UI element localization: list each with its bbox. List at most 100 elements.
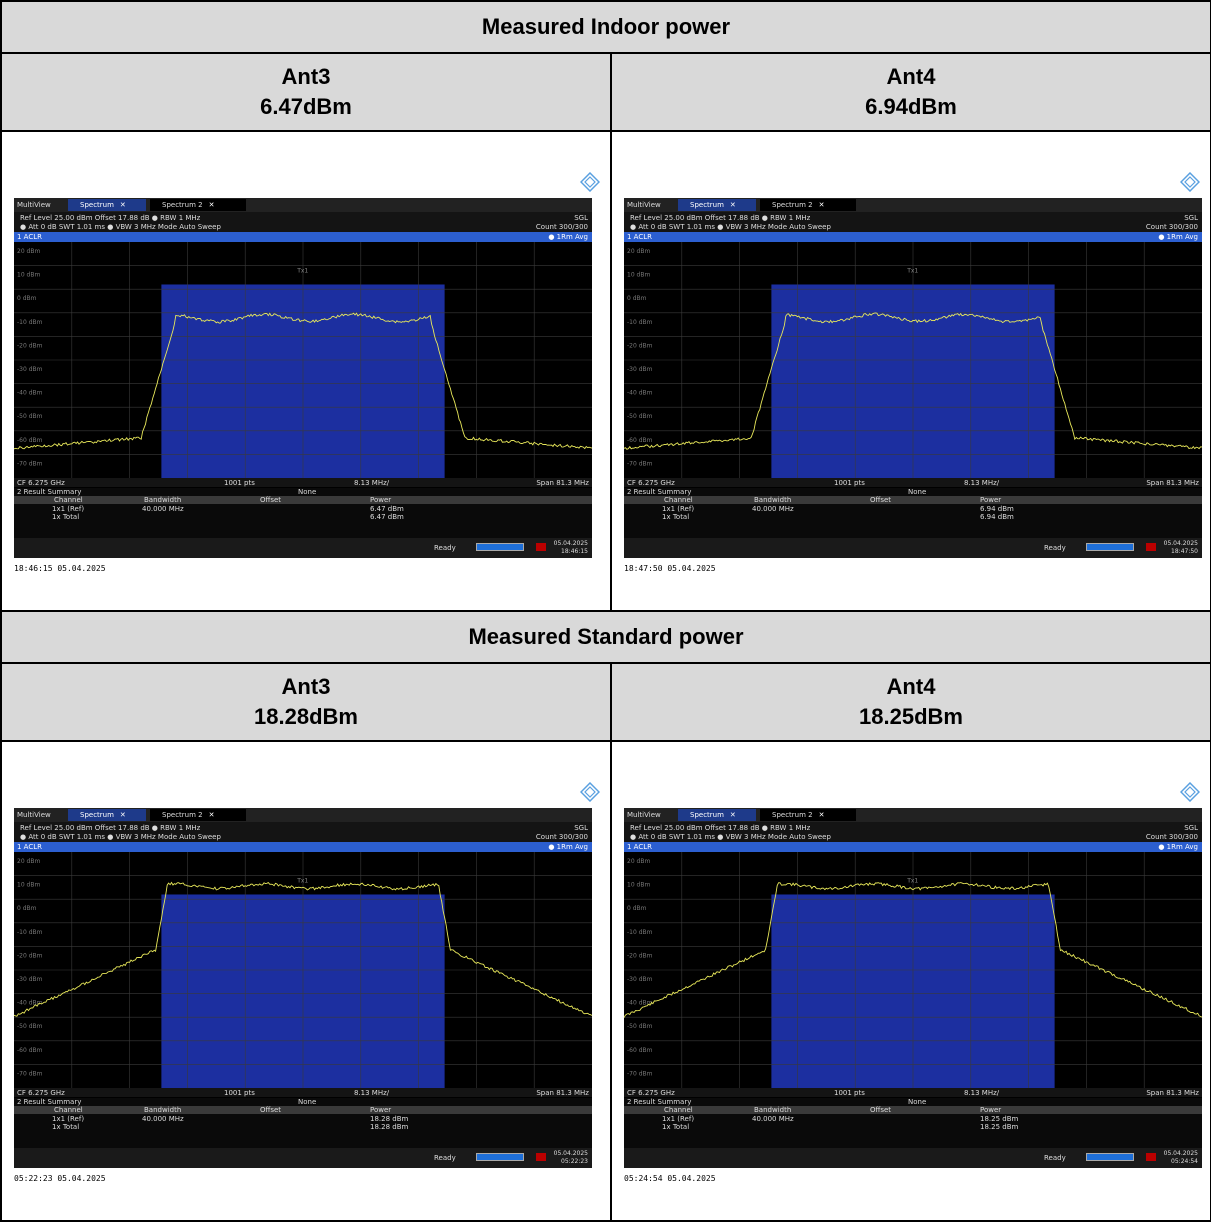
col-bandwidth: Bandwidth <box>754 496 792 504</box>
y-tick-label: -30 dBm <box>17 366 43 373</box>
analyzer-screenshot-cell: MultiView Spectrum ✕ Spectrum 2 ✕ Ref Leve… <box>610 740 1211 1222</box>
sgl-label: SGL <box>1184 824 1198 832</box>
close-icon[interactable]: ✕ <box>208 201 215 209</box>
close-icon[interactable]: ✕ <box>729 201 736 209</box>
points-label: 1001 pts <box>224 479 255 487</box>
rohde-schwarz-logo-icon <box>580 782 600 802</box>
y-tick-label: -70 dBm <box>17 460 43 467</box>
row-channel: 1x Total <box>52 1123 80 1131</box>
close-icon[interactable]: ✕ <box>208 811 215 819</box>
summary-column-headers: Channel Bandwidth Offset Power <box>14 1106 592 1114</box>
sgl-label: SGL <box>574 214 588 222</box>
progress-indicator <box>476 1153 524 1161</box>
y-tick-label: 20 dBm <box>17 858 40 865</box>
span-label: Span 81.3 MHz <box>1146 479 1199 487</box>
y-tick-label: -10 dBm <box>627 319 653 326</box>
close-icon[interactable]: ✕ <box>119 201 126 209</box>
row-channel: 1x1 (Ref) <box>662 1115 695 1123</box>
spectrum-plot: 20 dBm 10 dBm 0 dBm -10 dBm -20 dBm -30 dBm -4… <box>624 852 1202 1088</box>
progress-indicator <box>1086 1153 1134 1161</box>
settings-line-2: ● Att 0 dB SWT 1.01 ms ● VBW 3 MHz Mode … <box>630 833 831 841</box>
close-icon[interactable]: ✕ <box>119 811 126 819</box>
settings-line-1: Ref Level 25.00 dBm Offset 17.88 dB ● RB… <box>20 824 201 832</box>
status-datetime: 05.04.2025 05:22:23 <box>553 1150 588 1165</box>
col-offset: Offset <box>260 496 282 504</box>
y-tick-label: 0 dBm <box>627 905 647 912</box>
spectrum-trace-svg: 20 dBm 10 dBm 0 dBm -10 dBm -20 dBm -30 dBm -4… <box>14 852 592 1088</box>
tab-spectrum-2[interactable]: Spectrum 2 ✕ <box>760 809 856 821</box>
spectrum-plot: 20 dBm 10 dBm 0 dBm -10 dBm -20 dBm -30 dBm -4… <box>14 242 592 478</box>
division-label: 8.13 MHz/ <box>354 479 390 487</box>
multiview-label[interactable]: MultiView <box>17 811 51 819</box>
y-tick-label: -60 dBm <box>17 437 43 444</box>
y-tick-label: -20 dBm <box>17 342 43 349</box>
summary-title: 2 Result Summary <box>627 1098 692 1106</box>
y-tick-label: -50 dBm <box>17 1023 43 1030</box>
tab-spectrum[interactable]: Spectrum ✕ <box>678 199 756 211</box>
tab-spectrum[interactable]: Spectrum ✕ <box>678 809 756 821</box>
settings-bar: Ref Level 25.00 dBm Offset 17.88 dB ● RB… <box>624 212 1202 232</box>
section-title-indoor: Measured Indoor power <box>0 0 1211 54</box>
status-datetime: 05.04.2025 18:47:50 <box>1163 540 1198 555</box>
settings-bar: Ref Level 25.00 dBm Offset 17.88 dB ● RB… <box>14 212 592 232</box>
close-icon[interactable]: ✕ <box>729 811 736 819</box>
tab-spectrum[interactable]: Spectrum ✕ <box>68 809 146 821</box>
summary-none: None <box>298 1098 317 1106</box>
col-offset: Offset <box>870 496 892 504</box>
center-frequency: CF 6.275 GHz <box>627 479 675 487</box>
close-icon[interactable]: ✕ <box>818 811 825 819</box>
y-tick-label: -70 dBm <box>627 460 653 467</box>
trace-bar: 1 ACLR ● 1Rm Avg <box>14 232 592 242</box>
y-tick-label: -60 dBm <box>627 437 653 444</box>
y-tick-label: -40 dBm <box>17 1000 43 1007</box>
spectrum-analyzer-screen: MultiView Spectrum ✕ Spectrum 2 ✕ Ref Leve… <box>624 808 1202 1168</box>
summary-title: 2 Result Summary <box>17 488 82 496</box>
multiview-label[interactable]: MultiView <box>627 811 661 819</box>
trace-label: 1 ACLR <box>17 233 42 241</box>
status-bar: Ready 05.04.2025 18:46:15 <box>14 538 592 558</box>
axis-bar: CF 6.275 GHz 1001 pts 8.13 MHz/ Span 81.… <box>14 1088 592 1097</box>
axis-bar: CF 6.275 GHz 1001 pts 8.13 MHz/ Span 81.… <box>624 1088 1202 1097</box>
row-power: 18.25 dBm <box>980 1123 1019 1131</box>
y-tick-label: 20 dBm <box>627 858 650 865</box>
capture-timestamp: 05:24:54 05.04.2025 <box>624 1174 716 1183</box>
tab-spectrum-2[interactable]: Spectrum 2 ✕ <box>150 809 246 821</box>
section-title-standard: Measured Standard power <box>0 610 1211 664</box>
multiview-label[interactable]: MultiView <box>17 201 51 209</box>
row-channel: 1x Total <box>52 513 80 521</box>
col-channel: Channel <box>664 496 693 504</box>
spectrum-analyzer-screen: MultiView Spectrum ✕ Spectrum 2 ✕ Ref Leve… <box>14 198 592 558</box>
division-label: 8.13 MHz/ <box>964 479 1000 487</box>
tab-spectrum-2[interactable]: Spectrum 2 ✕ <box>150 199 246 211</box>
summary-column-headers: Channel Bandwidth Offset Power <box>624 496 1202 504</box>
y-tick-label: -60 dBm <box>627 1047 653 1054</box>
col-offset: Offset <box>260 1106 282 1114</box>
span-label: Span 81.3 MHz <box>536 479 589 487</box>
tx-label: Tx1 <box>296 268 308 275</box>
tab-spectrum-2[interactable]: Spectrum 2 ✕ <box>760 199 856 211</box>
status-bar: Ready 05.04.2025 05:24:54 <box>624 1148 1202 1168</box>
row-channel: 1x1 (Ref) <box>662 505 695 513</box>
tx-label: Tx1 <box>906 268 918 275</box>
spectrum-plot: 20 dBm 10 dBm 0 dBm -10 dBm -20 dBm -30 dBm -4… <box>624 242 1202 478</box>
sgl-label: SGL <box>1184 214 1198 222</box>
y-tick-label: -20 dBm <box>17 952 43 959</box>
settings-line-1: Ref Level 25.00 dBm Offset 17.88 dB ● RB… <box>630 214 811 222</box>
spectrum-trace-svg: 20 dBm 10 dBm 0 dBm -10 dBm -20 dBm -30 dBm -4… <box>624 852 1202 1088</box>
sgl-label: SGL <box>574 824 588 832</box>
trace-bar: 1 ACLR ● 1Rm Avg <box>624 842 1202 852</box>
row-power: 6.47 dBm <box>370 513 404 521</box>
status-bar: Ready 05.04.2025 05:22:23 <box>14 1148 592 1168</box>
col-bandwidth: Bandwidth <box>144 496 182 504</box>
trace-mode: ● 1Rm Avg <box>1158 843 1198 851</box>
antenna-label: Ant3 <box>281 674 331 699</box>
y-tick-label: -70 dBm <box>17 1070 43 1077</box>
status-indicator <box>536 543 546 551</box>
close-icon[interactable]: ✕ <box>818 201 825 209</box>
count-label: Count 300/300 <box>1145 223 1198 231</box>
result-summary: 2 Result Summary None Channel Bandwidth … <box>624 488 1202 538</box>
multiview-label[interactable]: MultiView <box>627 201 661 209</box>
rohde-schwarz-logo-icon <box>1180 172 1200 192</box>
summary-none: None <box>298 488 317 496</box>
tab-spectrum[interactable]: Spectrum ✕ <box>68 199 146 211</box>
